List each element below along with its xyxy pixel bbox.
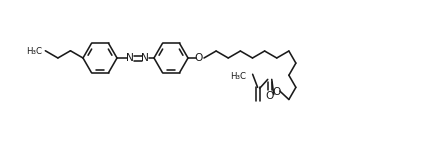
Text: H₃C: H₃C xyxy=(231,72,247,81)
Text: N: N xyxy=(141,53,149,63)
Text: O: O xyxy=(266,91,274,101)
Text: O: O xyxy=(195,53,203,63)
Text: O: O xyxy=(272,88,281,98)
Text: H₃C: H₃C xyxy=(26,47,42,56)
Text: N: N xyxy=(126,53,134,63)
